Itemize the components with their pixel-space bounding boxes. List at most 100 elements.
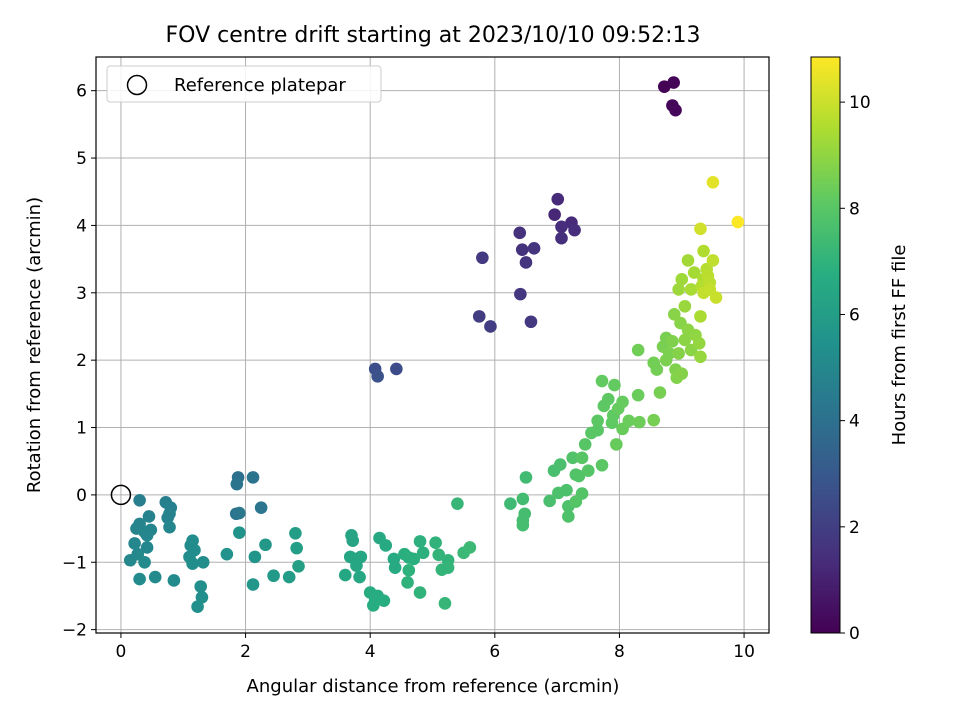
data-point: [610, 438, 623, 451]
data-point: [416, 546, 430, 560]
data-point: [575, 451, 589, 465]
data-point: [123, 553, 137, 567]
data-point: [633, 415, 646, 429]
data-point: [569, 495, 583, 508]
data-point: [560, 483, 573, 497]
data-point: [346, 534, 360, 548]
colorbar-tick-label: 6: [849, 305, 860, 325]
data-point: [292, 560, 305, 573]
data-point: [672, 347, 685, 360]
data-point: [697, 244, 710, 258]
data-point: [138, 555, 151, 569]
y-axis-label: Rotation from reference (arcmin): [24, 197, 45, 493]
data-point: [601, 392, 615, 406]
data-point: [527, 242, 541, 255]
data-point: [163, 520, 176, 534]
data-point: [516, 492, 530, 506]
data-point: [196, 555, 210, 569]
data-point: [622, 414, 636, 428]
data-point: [519, 471, 533, 484]
data-point: [353, 570, 366, 584]
y-tick-label: 3: [76, 284, 87, 304]
colorbar-ticks: 0 2 4 6 8 10: [840, 93, 871, 644]
data-point: [591, 414, 604, 428]
y-tick-label: 0: [76, 486, 87, 506]
data-point: [515, 243, 529, 256]
data-point: [706, 254, 720, 267]
data-point: [551, 192, 565, 206]
data-point: [666, 334, 679, 348]
data-point: [140, 541, 154, 554]
data-point: [388, 561, 402, 574]
data-point: [377, 594, 391, 607]
data-point: [128, 537, 141, 550]
data-point: [681, 254, 695, 267]
data-point: [429, 536, 442, 550]
y-tick-label: −2: [62, 621, 87, 641]
x-grid: [120, 57, 745, 633]
plot-frame: [95, 56, 770, 634]
data-point: [650, 363, 664, 376]
data-point: [191, 600, 204, 614]
data-point: [194, 580, 207, 593]
x-tick-label: 6: [489, 642, 500, 662]
data-point: [659, 353, 673, 367]
data-point: [254, 501, 268, 514]
x-axis-label: Angular distance from reference (arcmin): [247, 676, 620, 697]
data-point: [669, 103, 682, 117]
data-point: [553, 458, 567, 471]
data-point: [562, 510, 575, 523]
data-point: [684, 283, 698, 296]
data-point: [432, 548, 446, 562]
data-point: [401, 576, 414, 589]
y-grid: [96, 90, 769, 631]
data-point: [608, 378, 621, 392]
data-point: [543, 494, 556, 508]
colorbar-tick-label: 8: [849, 199, 860, 219]
data-point: [631, 343, 645, 357]
x-tick-label: 0: [116, 642, 127, 662]
data-point: [731, 215, 745, 229]
data-point: [379, 539, 393, 552]
data-point: [678, 299, 692, 313]
data-point: [484, 320, 497, 333]
x-tick-label: 4: [365, 642, 376, 662]
data-point: [233, 506, 246, 520]
data-point: [142, 510, 156, 523]
data-point: [578, 438, 592, 451]
colorbar-tick-label: 4: [849, 412, 860, 432]
data-point: [694, 350, 707, 364]
data-point: [402, 564, 416, 577]
data-point: [675, 273, 689, 286]
data-point: [233, 526, 246, 539]
y-tick-label: 5: [76, 149, 87, 169]
data-point: [338, 568, 352, 582]
data-point: [631, 388, 645, 402]
data-point: [367, 599, 380, 612]
data-point: [694, 310, 707, 323]
data-point: [667, 76, 680, 89]
data-point: [555, 231, 568, 245]
data-point: [568, 223, 581, 237]
data-point: [161, 511, 174, 525]
legend-reference-label: Reference platepar: [174, 75, 346, 96]
data-point: [566, 451, 580, 465]
y-axis: −2 −1 0 1 2 3 4 5 6: [62, 82, 96, 641]
y-tick-label: −1: [62, 553, 87, 573]
data-point: [463, 541, 477, 554]
data-point: [647, 413, 661, 427]
data-point: [675, 367, 689, 380]
data-point: [581, 464, 595, 477]
data-point: [290, 541, 303, 555]
plot-points: [123, 76, 745, 614]
legend-reference-marker: [126, 74, 148, 96]
colorbar-gradient: [810, 56, 841, 634]
data-point: [595, 458, 609, 472]
data-point: [692, 337, 706, 350]
data-point: [653, 386, 667, 399]
data-point: [195, 590, 209, 604]
y-tick-label: 6: [76, 82, 87, 102]
colorbar-tick-label: 10: [849, 93, 871, 113]
data-point: [186, 557, 199, 570]
